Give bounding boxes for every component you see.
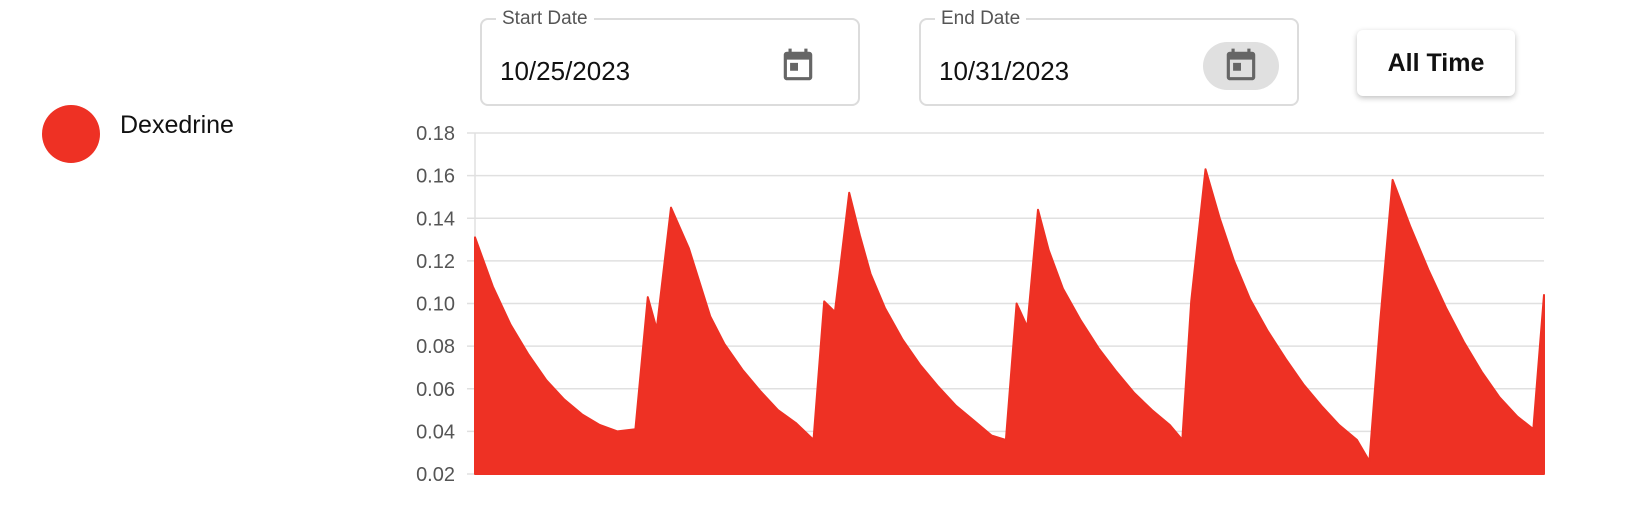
start-date-label: Start Date — [496, 8, 594, 30]
calendar-icon — [1226, 48, 1256, 81]
y-tick-label: 0.06 — [416, 379, 455, 401]
y-tick-label: 0.08 — [416, 336, 455, 358]
legend-label: Dexedrine — [120, 110, 234, 139]
start-date-calendar-button[interactable] — [760, 42, 836, 90]
calendar-icon — [783, 48, 813, 81]
dexedrine-area-series — [474, 168, 1545, 475]
y-tick-label: 0.16 — [416, 166, 455, 188]
y-tick-label: 0.14 — [416, 208, 455, 230]
y-tick-label: 0.12 — [416, 251, 455, 273]
end-date-label: End Date — [935, 8, 1027, 30]
end-date-calendar-button[interactable] — [1203, 42, 1279, 90]
y-tick-label: 0.18 — [416, 123, 455, 145]
start-date-field[interactable]: Start Date — [480, 8, 860, 106]
y-tick-label: 0.04 — [416, 421, 455, 443]
y-tick-label: 0.10 — [416, 294, 455, 316]
start-date-input[interactable] — [500, 56, 760, 87]
legend: Dexedrine — [42, 105, 234, 163]
end-date-input[interactable] — [939, 56, 1199, 87]
legend-color-swatch — [42, 105, 100, 163]
y-tick-label: 0.02 — [416, 464, 455, 486]
all-time-button[interactable]: All Time — [1357, 30, 1515, 96]
end-date-field[interactable]: End Date — [919, 8, 1299, 106]
